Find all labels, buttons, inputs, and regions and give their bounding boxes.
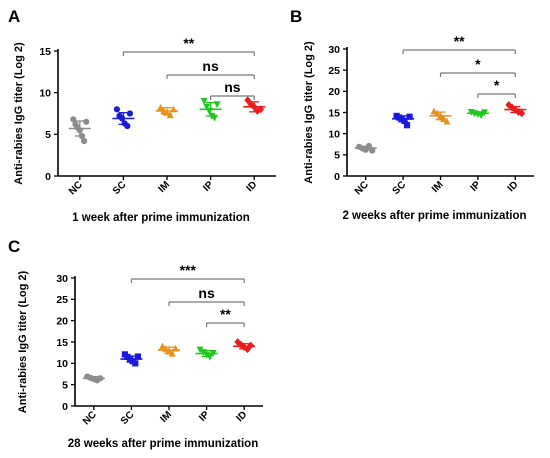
group-id: [233, 338, 256, 354]
x-tick-label: NC: [353, 179, 371, 197]
y-tick-label: 5: [62, 379, 68, 391]
y-tick-label: 5: [334, 150, 340, 162]
data-point: [237, 340, 245, 349]
y-tick-label: 15: [56, 337, 68, 349]
x-tick-label: NC: [67, 179, 85, 197]
data-point: [505, 100, 513, 109]
x-tick-label: IM: [430, 179, 446, 195]
significance-label: ns: [198, 285, 215, 301]
x-tick-label: IM: [158, 409, 174, 425]
y-axis-label: Anti-rabies IgG titer (Log 2): [303, 41, 315, 184]
significance-label: ns: [202, 58, 219, 74]
y-tick-label: 15: [328, 107, 340, 119]
group-ip: [199, 97, 222, 122]
data-point: [244, 96, 252, 105]
y-tick-label: 30: [328, 44, 340, 56]
x-tick-label: NC: [81, 409, 99, 427]
data-point: [369, 147, 376, 154]
x-tick-label: IP: [201, 179, 216, 194]
x-axis-label: 1 week after prime immunization: [72, 212, 250, 224]
y-axis-label: Anti-rabies IgG titer (Log 2): [17, 270, 29, 413]
y-tick-label: 30: [56, 273, 68, 285]
y-tick-label: 25: [328, 65, 340, 77]
significance-label: ns: [224, 79, 241, 95]
group-sc: [112, 106, 135, 130]
x-tick-label: ID: [506, 179, 521, 194]
data-point: [81, 137, 88, 145]
x-tick-label: IP: [469, 179, 484, 194]
x-tick-label: IP: [197, 409, 212, 424]
x-axis-label: 28 weeks after prime immunization: [68, 438, 258, 450]
data-point: [203, 103, 211, 111]
y-tick-label: 10: [56, 358, 68, 370]
y-tick-label: 0: [334, 171, 340, 183]
group-nc: [82, 373, 105, 384]
group-nc: [354, 142, 377, 154]
significance-label: **: [183, 35, 194, 51]
data-point: [406, 113, 413, 120]
data-point: [403, 122, 411, 129]
panel-label: C: [8, 237, 20, 256]
y-tick-label: 10: [39, 87, 51, 99]
group-sc: [120, 351, 143, 367]
x-tick-label: SC: [391, 179, 409, 197]
y-tick-label: 0: [45, 171, 51, 183]
panel-b: B 0 5 10 15 20 25 30 Anti-rabies IgG titer (Log …: [290, 7, 534, 222]
data-point: [126, 110, 133, 117]
significance-label: **: [220, 306, 231, 322]
y-tick-label: 5: [45, 129, 51, 141]
data-point: [206, 353, 214, 361]
x-axis-label: 2 weeks after prime immunization: [342, 210, 526, 222]
data-point: [247, 341, 255, 350]
group-im: [158, 342, 180, 357]
x-tick-label: ID: [234, 409, 249, 424]
significance-label: *: [494, 77, 500, 93]
y-axis-label: Anti-rabies IgG titer (Log 2): [13, 42, 25, 185]
data-point: [134, 353, 141, 360]
panel-c: C 0 5 10 15 20 25 30 Anti-rabies IgG titer (Log …: [8, 237, 263, 450]
data-point: [443, 117, 451, 125]
data-point: [196, 346, 204, 354]
group-id: [243, 96, 266, 115]
panel-label: A: [8, 7, 20, 26]
group-id: [504, 100, 527, 118]
y-tick-label: 10: [328, 128, 340, 140]
data-point: [157, 103, 164, 111]
panel-label: B: [290, 7, 302, 26]
significance-label: ***: [180, 262, 197, 278]
y-tick-label: 0: [62, 401, 68, 413]
group-ip: [195, 346, 218, 361]
data-point: [132, 360, 139, 367]
x-tick-label: IM: [156, 179, 172, 195]
group-im: [429, 107, 452, 125]
data-point: [200, 97, 208, 105]
group-nc: [68, 116, 91, 145]
y-tick-label: 20: [328, 86, 340, 98]
x-tick-label: ID: [244, 179, 259, 194]
x-tick-label: SC: [111, 179, 129, 197]
data-point: [113, 106, 120, 113]
data-point: [518, 109, 526, 118]
significance-label: *: [475, 56, 481, 72]
significance-label: **: [454, 33, 465, 49]
data-point: [401, 117, 408, 125]
data-point: [433, 109, 441, 117]
group-im: [156, 103, 178, 119]
group-sc: [392, 112, 415, 129]
x-tick-label: SC: [119, 409, 137, 427]
y-tick-label: 15: [39, 46, 51, 58]
y-tick-label: 25: [56, 294, 68, 306]
data-point: [83, 118, 90, 125]
group-ip: [466, 108, 489, 120]
data-point: [234, 338, 242, 346]
y-tick-label: 20: [56, 315, 68, 327]
panel-a: A 0 5 10 15 Anti-rabies IgG titer (Log 2) NC SC…: [8, 7, 276, 224]
